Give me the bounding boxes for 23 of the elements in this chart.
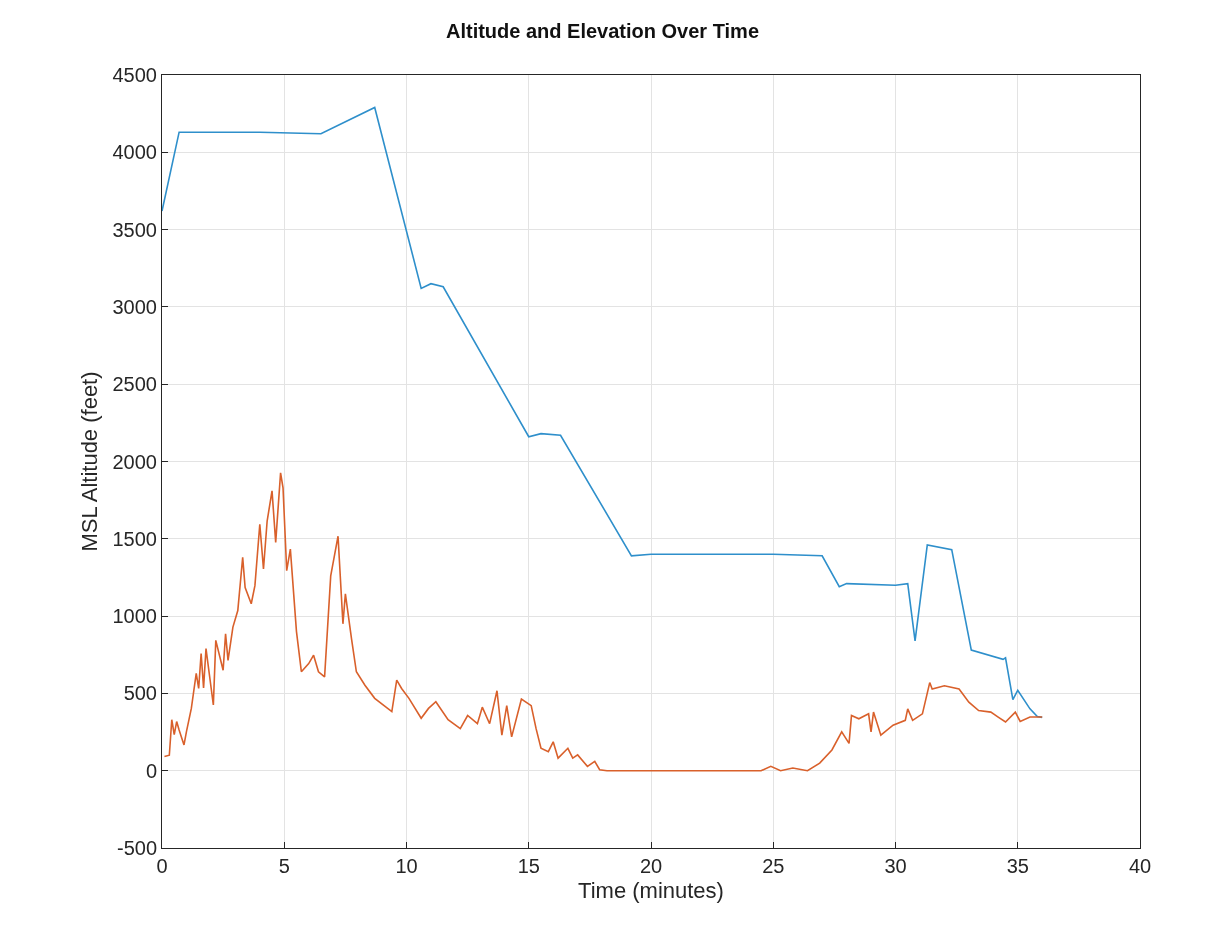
- y-tick-label: 500: [123, 682, 157, 705]
- x-tick-label: 35: [1006, 855, 1029, 877]
- x-tick-label: 5: [278, 855, 290, 877]
- y-tick-label: 4500: [112, 64, 157, 86]
- x-tick-label: 25: [762, 855, 785, 877]
- y-tick-label: 1000: [112, 605, 157, 628]
- x-tick-label: 10: [395, 855, 418, 877]
- y-axis-title: MSL Altitude (feet): [77, 371, 103, 552]
- y-tick-label: 1500: [112, 527, 157, 550]
- chart-title: Altitude and Elevation Over Time: [445, 19, 760, 42]
- y-tick-label: 0: [145, 759, 157, 782]
- x-tick-label: 15: [517, 855, 540, 877]
- y-tick-label: 3000: [112, 295, 157, 318]
- y-tick-label: 2000: [112, 450, 157, 473]
- x-axis-title: Time (minutes): [578, 877, 724, 903]
- x-tick-label: 30: [884, 855, 907, 877]
- x-tick-label: 40: [1128, 855, 1152, 877]
- x-tick-label: 20: [639, 855, 663, 877]
- y-tick-label: 3500: [112, 218, 157, 241]
- y-tick-label: 2500: [112, 373, 157, 396]
- y-tick-label: 4000: [112, 141, 157, 164]
- line-series: [163, 471, 1043, 772]
- y-tick-label: -500: [116, 837, 157, 859]
